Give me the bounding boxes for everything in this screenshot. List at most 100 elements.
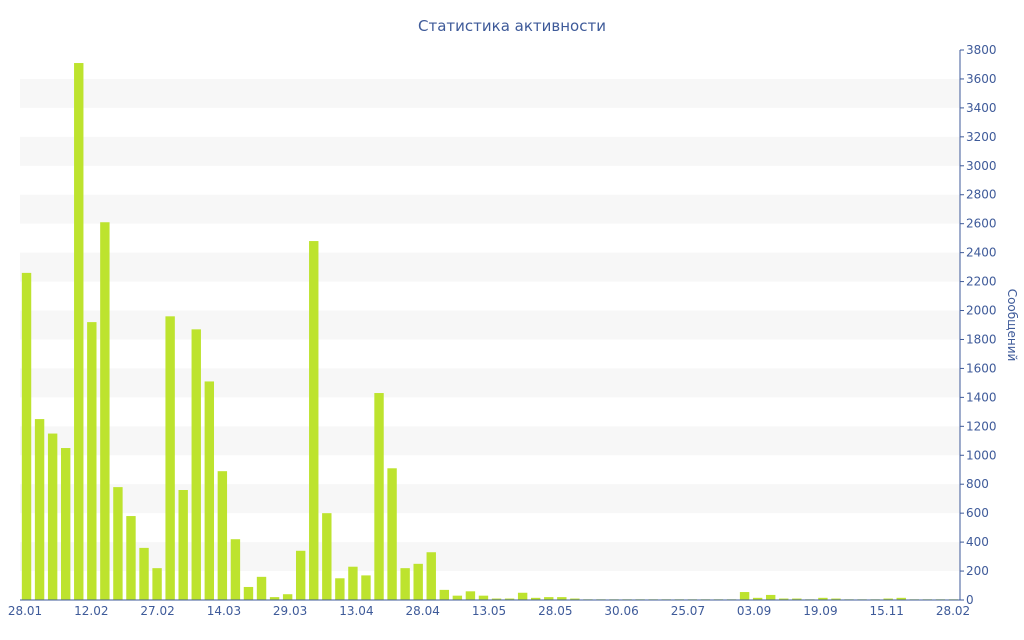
x-tick-label: 28.01 [8,604,42,618]
y-tick-label: 2800 [966,188,997,202]
bar[interactable] [570,598,580,600]
bar[interactable] [269,597,280,600]
chart-title: Статистика активности [418,17,606,35]
y-tick-label: 200 [966,564,989,578]
bar[interactable] [739,592,750,600]
y-tick-label: 400 [966,535,989,549]
y-tick-label: 1000 [966,448,997,462]
bar[interactable] [295,550,306,600]
grid-band [20,252,960,282]
x-tick-label: 29.03 [273,604,307,618]
bar[interactable] [139,547,149,600]
bar[interactable] [765,594,776,600]
y-tick-label: 1600 [966,361,997,375]
x-axis-ticks: 28.01 12.02 27.02 14.03 29.03 13.04 28.04 13.05… [8,604,970,618]
bar[interactable] [439,589,450,600]
bar[interactable] [74,63,84,600]
bar[interactable] [452,595,463,600]
bar[interactable] [322,513,332,600]
y-axis-label: Сообщений [1005,289,1019,362]
bar[interactable] [243,586,254,600]
bar[interactable] [87,322,97,600]
y-tick-label: 1400 [966,390,997,404]
bar[interactable] [413,563,423,600]
x-tick-label: 28.05 [538,604,572,618]
x-tick-label: 25.07 [671,604,705,618]
y-tick-label: 600 [966,506,989,520]
bar[interactable] [426,552,436,600]
y-tick-label: 1800 [966,332,997,346]
bar[interactable] [544,597,554,600]
x-tick-label: 30.06 [604,604,638,618]
bar[interactable] [504,598,515,600]
y-tick-label: 0 [966,593,974,607]
x-tick-label: 14.03 [207,604,241,618]
bar[interactable] [47,433,58,600]
grid-bands [20,78,960,572]
y-tick-label: 2200 [966,275,997,289]
bar[interactable] [517,592,528,600]
y-tick-label: 3400 [966,101,997,115]
grid-band [20,310,960,340]
bar[interactable] [113,487,123,600]
y-tick-label: 2400 [966,246,997,260]
y-tick-label: 800 [966,477,989,491]
bar[interactable] [335,578,345,600]
y-axis-ticks: 0 200 400 600 800 1000 1200 1400 1600 1800 2000 220… [960,43,997,607]
bar[interactable] [282,594,293,600]
x-tick-label: 15.11 [870,604,904,618]
bar[interactable] [818,597,828,600]
bar[interactable] [191,329,201,600]
y-tick-label: 3600 [966,72,997,86]
bar[interactable] [204,381,215,600]
grid-band [20,368,960,398]
grid-band [20,542,960,572]
grid-band [20,484,960,514]
bar[interactable] [60,448,71,600]
bar[interactable] [165,316,175,600]
x-tick-label: 03.09 [737,604,771,618]
y-tick-label: 2000 [966,304,997,318]
y-tick-label: 3800 [966,43,997,57]
bar[interactable] [400,568,410,600]
bar[interactable] [178,490,188,600]
bar[interactable] [752,597,763,600]
bar[interactable] [478,595,489,600]
bar[interactable] [100,222,110,601]
bar[interactable] [896,597,906,600]
bar[interactable] [557,597,567,600]
bar[interactable] [361,575,371,600]
grid-band [20,136,960,166]
bar[interactable] [348,566,358,600]
bar[interactable] [883,598,893,600]
y-tick-label: 1200 [966,419,997,433]
bar[interactable] [230,539,241,600]
x-tick-label: 28.02 [936,604,970,618]
bar[interactable] [374,393,384,600]
bar[interactable] [34,419,45,600]
bar[interactable] [21,272,32,600]
grid-band [20,194,960,224]
bar[interactable] [256,576,267,600]
y-tick-label: 3200 [966,130,997,144]
bar[interactable] [309,241,319,601]
bar[interactable] [465,591,476,600]
bar[interactable] [126,516,136,600]
bar[interactable] [530,597,541,600]
bar[interactable] [152,568,162,600]
bar[interactable] [217,471,228,600]
bar[interactable] [831,598,841,600]
x-tick-label: 13.04 [339,604,373,618]
x-tick-label: 28.04 [406,604,440,618]
bar[interactable] [792,598,802,600]
bar[interactable] [491,598,502,600]
y-tick-label: 2600 [966,217,997,231]
x-tick-label: 27.02 [140,604,174,618]
grid-band [20,426,960,456]
x-tick-label: 13.05 [472,604,506,618]
bar[interactable] [387,468,397,600]
bar[interactable] [779,598,789,600]
x-tick-label: 12.02 [74,604,108,618]
